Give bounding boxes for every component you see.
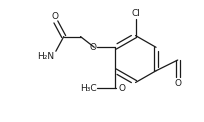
Text: O: O: [174, 79, 181, 88]
Text: H₃C: H₃C: [80, 84, 96, 93]
Text: Cl: Cl: [131, 9, 140, 18]
Text: O: O: [51, 12, 58, 21]
Text: O: O: [119, 84, 126, 93]
Text: H₂N: H₂N: [37, 52, 54, 61]
Text: O: O: [89, 43, 96, 52]
